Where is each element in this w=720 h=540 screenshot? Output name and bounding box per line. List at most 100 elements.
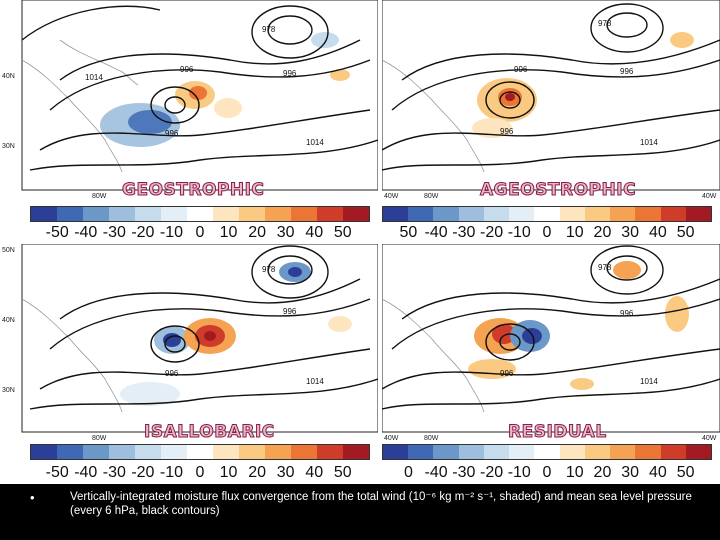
contour-label: 996 bbox=[620, 67, 634, 76]
colorbar-label: -50 bbox=[45, 224, 69, 241]
lon-label: 80W bbox=[92, 193, 107, 200]
colorbar bbox=[382, 444, 712, 460]
contour-label: 996 bbox=[283, 307, 297, 316]
colorbar-swatch bbox=[265, 207, 291, 221]
map-panel-isallobaric: 978 996 996 1014 50N 40N 30N 80W ISALLOB… bbox=[0, 244, 378, 442]
colorbar-label: 30 bbox=[621, 224, 640, 241]
colorbar-swatch bbox=[291, 445, 317, 459]
lat-label: 30N bbox=[2, 143, 15, 150]
map-panel-geostrophic: 978 996 996 1014 996 1014 40N 30N 80W GE… bbox=[0, 0, 378, 200]
colorbar-label: 50 bbox=[399, 224, 418, 241]
colorbar-label: 50 bbox=[676, 224, 695, 241]
colorbar-swatch bbox=[83, 207, 109, 221]
panel-title: GEOSTROPHIC bbox=[121, 180, 265, 201]
colorbar-label: -20 bbox=[479, 224, 504, 241]
colorbar-label: 30 bbox=[276, 464, 295, 481]
colorbar-label: 40 bbox=[648, 224, 667, 241]
colorbar-swatch bbox=[660, 207, 686, 221]
colorbar-label: -40 bbox=[424, 224, 448, 241]
colorbar-swatch bbox=[383, 445, 409, 459]
colorbar-label: -10 bbox=[507, 464, 531, 481]
colorbar-swatch bbox=[109, 445, 135, 459]
lon-label: 40W bbox=[384, 435, 399, 442]
panel-title: RESIDUAL bbox=[508, 422, 607, 443]
colorbar-swatch bbox=[161, 207, 187, 221]
colorbar-label: 20 bbox=[248, 224, 267, 241]
colorbar-label: 20 bbox=[593, 224, 612, 241]
colorbar-swatch bbox=[343, 207, 369, 221]
colorbar-label: -20 bbox=[479, 464, 504, 481]
colorbar-swatch bbox=[559, 445, 585, 459]
colorbar-label: 10 bbox=[219, 224, 238, 241]
colorbar-swatch bbox=[317, 445, 343, 459]
colorbar-swatch bbox=[433, 445, 459, 459]
residual-map: 978 996 996 1014 40W 80W 40W bbox=[382, 244, 720, 442]
colorbar-label: -10 bbox=[507, 224, 531, 241]
colorbar-swatch bbox=[685, 445, 712, 459]
colorbar-swatch bbox=[291, 207, 317, 221]
colorbar-labels: 0 -40 -30 -20 -10 0 10 20 30 40 50 bbox=[382, 464, 712, 482]
colorbar-swatch bbox=[534, 445, 560, 459]
colorbar-swatch bbox=[265, 445, 291, 459]
colorbar-label: -30 bbox=[102, 464, 126, 481]
colorbar-label: -20 bbox=[131, 464, 155, 481]
colorbar-label: -10 bbox=[159, 224, 183, 241]
colorbar-label: 40 bbox=[305, 224, 324, 241]
contour-label: 996 bbox=[500, 369, 514, 378]
colorbar-swatch bbox=[135, 207, 161, 221]
colorbar-swatch bbox=[83, 445, 109, 459]
contour-label: 996 bbox=[165, 369, 179, 378]
ageostrophic-map: 978 996 996 996 1014 40W 80W 40W bbox=[382, 0, 720, 200]
colorbar-label: -10 bbox=[159, 464, 183, 481]
caption-bar: • Vertically-integrated moisture flux co… bbox=[0, 484, 720, 540]
contour-label: 978 bbox=[598, 263, 612, 272]
colorbar-swatch bbox=[685, 207, 712, 221]
lat-label: 40N bbox=[2, 317, 15, 324]
colorbar-swatch bbox=[383, 207, 409, 221]
colorbar-label: 50 bbox=[676, 464, 695, 481]
colorbar-swatch bbox=[239, 207, 265, 221]
colorbar-swatch bbox=[610, 207, 636, 221]
contour-label: 996 bbox=[283, 69, 297, 78]
panel-title: ISALLOBARIC bbox=[144, 422, 275, 443]
lon-label: 80W bbox=[424, 435, 439, 442]
colorbar-swatch bbox=[483, 445, 510, 459]
colorbar-swatch bbox=[31, 207, 57, 221]
contour-label: 978 bbox=[262, 25, 276, 34]
lon-label: 40W bbox=[384, 193, 399, 200]
colorbar-label: 50 bbox=[333, 224, 352, 241]
colorbar-swatch bbox=[635, 207, 661, 221]
colorbar-label: 40 bbox=[305, 464, 324, 481]
lon-label: 80W bbox=[424, 193, 439, 200]
colorbar-swatch bbox=[610, 445, 636, 459]
colorbar-label: 30 bbox=[621, 464, 640, 481]
contour-label: 996 bbox=[620, 309, 634, 318]
colorbar-swatch bbox=[343, 445, 369, 459]
colorbar-label: -40 bbox=[74, 464, 98, 481]
lat-label: 50N bbox=[2, 247, 15, 254]
lon-label: 40W bbox=[702, 435, 717, 442]
colorbar-labels: -50 -40 -30 -20 -10 0 10 20 30 40 50 bbox=[30, 224, 370, 242]
colorbar-label: 0 bbox=[195, 224, 205, 241]
colorbar-swatch bbox=[31, 445, 57, 459]
colorbar-swatch bbox=[317, 207, 343, 221]
lat-label: 30N bbox=[2, 387, 15, 394]
colorbar-label: 30 bbox=[276, 224, 295, 241]
contour-label: 978 bbox=[598, 19, 612, 28]
colorbar-swatch bbox=[559, 207, 585, 221]
colorbar-label: 0 bbox=[542, 464, 552, 481]
contour-label: 996 bbox=[165, 129, 179, 138]
contour-label: 1014 bbox=[640, 138, 658, 147]
colorbar-labels: -50 -40 -30 -20 -10 0 10 20 30 40 50 bbox=[30, 464, 370, 482]
contour-label: 1014 bbox=[306, 138, 324, 147]
caption-text: Vertically-integrated moisture flux conv… bbox=[70, 491, 692, 517]
colorbar-label: -20 bbox=[131, 224, 155, 241]
geostrophic-map: 978 996 996 1014 996 1014 40N 30N 80W bbox=[2, 0, 378, 200]
lat-label: 40N bbox=[2, 73, 15, 80]
colorbar bbox=[30, 444, 370, 460]
colorbar-swatch bbox=[635, 445, 661, 459]
colorbar-label: 0 bbox=[403, 464, 413, 481]
colorbar-label: -30 bbox=[452, 224, 476, 241]
colorbar-labels: 50 -40 -30 -20 -10 0 10 20 30 40 50 bbox=[382, 224, 712, 242]
colorbar-swatch bbox=[433, 207, 459, 221]
